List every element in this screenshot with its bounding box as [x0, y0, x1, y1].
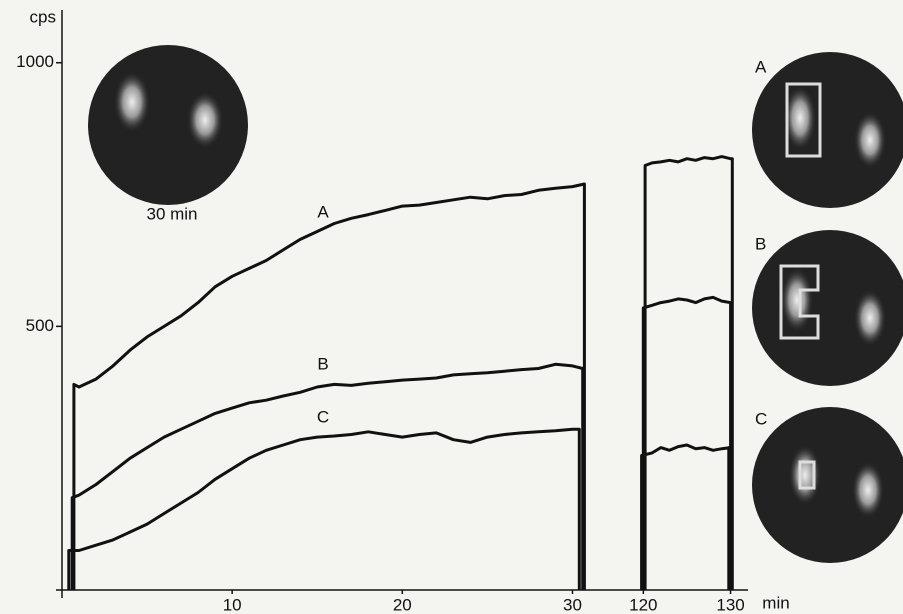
panel-label: A: [755, 57, 767, 76]
x-tick-label: 10: [223, 595, 242, 614]
x-axis-label: min: [762, 593, 789, 612]
panel-b-image: [752, 230, 903, 386]
x-tick-label: 130: [716, 595, 744, 614]
y-axis-label: cps: [30, 7, 56, 26]
line-series: [72, 182, 586, 590]
series-label: A: [317, 202, 329, 221]
y-tick-label: 1000: [16, 52, 54, 71]
line-series: [641, 295, 733, 590]
x-tick-label: 30: [563, 595, 582, 614]
series-label: C: [317, 407, 329, 426]
panel-c-image: [752, 407, 903, 563]
panel-label: B: [755, 234, 766, 253]
panel-label: C: [755, 409, 767, 428]
inset-image: [88, 45, 248, 205]
x-tick-label: 120: [629, 595, 657, 614]
line-series: [67, 427, 581, 590]
line-series: [643, 155, 734, 590]
panel-a-image: [752, 52, 903, 208]
y-tick-label: 500: [26, 316, 54, 335]
series-label: B: [317, 354, 328, 373]
inset-label: 30 min: [146, 204, 197, 223]
line-series: [70, 362, 585, 590]
x-tick-label: 20: [393, 595, 412, 614]
line-series: [640, 443, 733, 590]
